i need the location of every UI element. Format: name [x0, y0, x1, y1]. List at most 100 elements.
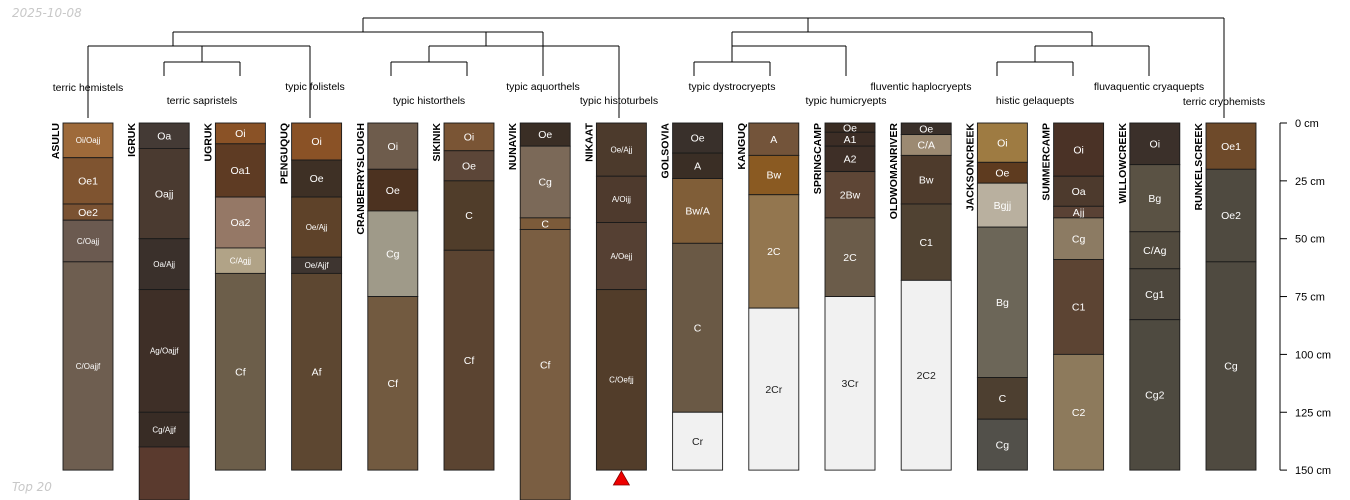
profile-golsovia: Oe A Bw/A C Cr GOLSOVIA	[660, 122, 724, 471]
dendrogram-leaf-label: fluvaquentic cryaquepts	[1094, 81, 1204, 93]
horizon-label: Oe/Ajjf	[305, 261, 330, 270]
horizon-label: C/Ag	[1143, 245, 1167, 257]
profile-name: KANGUQ	[736, 123, 748, 170]
horizon-label: A/Oejj	[611, 252, 633, 261]
horizon-label: Cr	[692, 436, 704, 448]
horizon-label: C	[465, 210, 473, 222]
horizon-label: A/Oijj	[612, 195, 631, 204]
axis-tick-label: 25 cm	[1295, 176, 1325, 188]
horizon-label: Oa	[157, 130, 171, 142]
profile-name: GOLSOVIA	[660, 123, 672, 179]
horizon-igruk-1	[138, 122, 190, 149]
horizon-golsovia-4	[672, 242, 724, 413]
horizon-sikinik-2	[443, 150, 495, 182]
horizon-label: Bw	[767, 170, 782, 182]
horizon-igruk-4	[138, 289, 190, 413]
profile-name: PENGUQUQ	[279, 123, 291, 184]
horizon-label: Cf	[540, 359, 551, 371]
horizon-label: Bg	[1148, 193, 1161, 205]
horizon-label: Oe	[310, 173, 324, 185]
horizon-jacksoncreek-1	[976, 122, 1028, 163]
profile-name: UGRUK	[202, 123, 214, 162]
profile-sikinik: Oi Oe C Cf SIKINIK	[431, 122, 495, 471]
horizon-label: Oe	[462, 160, 476, 172]
horizon-kanguq-4	[748, 307, 800, 471]
horizon-label: Cf	[235, 366, 246, 378]
horizon-label: C	[999, 393, 1007, 405]
horizon-jacksoncreek-5	[976, 377, 1028, 420]
horizon-label: C2	[1072, 407, 1086, 419]
horizon-label: C1	[1072, 302, 1086, 314]
horizon-label: Oa	[1072, 186, 1086, 198]
horizon-oldwomanriver-3	[900, 154, 952, 205]
axis-tick-label: 150 cm	[1295, 465, 1331, 477]
horizon-label: Oi	[235, 128, 246, 140]
profile-igruk: Oa Oajj Oa/Ajj Ag/Oajjf Cg/Ajjf IGRUK	[126, 122, 190, 500]
horizon-label: Oa2	[230, 217, 250, 229]
dendrogram-leaf-label: histic gelaquepts	[996, 95, 1074, 107]
horizon-kanguq-3	[748, 194, 800, 309]
horizon-igruk-5	[138, 411, 190, 448]
horizon-label: Cg	[996, 439, 1010, 451]
depth-axis: 0 cm 25 cm 50 cm 75 cm 100 cm 125 cm 150 cm	[1279, 118, 1331, 477]
profile-cranberryslough: Oi Oe Cg Cf CRANBERRYSLOUGH	[355, 122, 419, 471]
horizon-label: A	[694, 160, 701, 172]
horizon-label: Cg	[538, 177, 552, 189]
profile-name: NUNAVIK	[507, 123, 519, 170]
horizon-label: Oe	[538, 129, 552, 141]
horizon-cranberryslough-4	[367, 296, 419, 471]
dendrogram-leaf-label: typic historthels	[393, 95, 465, 107]
horizon-label: Oa1	[230, 165, 250, 177]
horizon-asulu-4	[62, 219, 114, 263]
horizon-label: Oe1	[78, 176, 98, 188]
horizon-label: Oe	[691, 133, 705, 145]
horizon-springcamp-4	[824, 171, 876, 219]
profile-runkelscreek: Oe1 Oe2 Cg RUNKELSCREEK	[1193, 122, 1257, 471]
horizon-runkelscreek-2	[1205, 168, 1257, 263]
horizon-label: Cg2	[1145, 390, 1164, 402]
horizon-label: Ag/Oajjf	[150, 347, 179, 356]
horizon-label: 2Cr	[765, 384, 782, 396]
profile-name: CRANBERRYSLOUGH	[355, 123, 367, 235]
axis-tick-label: 125 cm	[1295, 407, 1331, 419]
profile-ugruk: Oi Oa1 Oa2 C/Agjj Cf UGRUK	[202, 122, 266, 471]
horizon-label: 2C	[843, 252, 857, 264]
horizon-nikaat-4	[595, 289, 647, 471]
horizon-sikinik-4	[443, 249, 495, 471]
horizon-label: Oa/Ajj	[153, 260, 175, 269]
profile-name: SIKINIK	[431, 123, 443, 162]
horizon-label: Cg1	[1145, 289, 1164, 301]
horizon-runkelscreek-3	[1205, 261, 1257, 471]
profile-nikaat: Oe/Ajj A/Oijj A/Oejj C/Oefjj NIKAAT	[583, 122, 647, 471]
profile-name: SPRINGCAMP	[812, 123, 824, 194]
dendrogram-leaf-label: typic aquorthels	[506, 81, 580, 93]
horizon-runkelscreek-1	[1205, 122, 1257, 170]
profile-kanguq: A Bw 2C 2Cr KANGUQ	[736, 122, 800, 471]
horizon-label: 2C2	[917, 370, 936, 382]
dendrogram-leaf-label: typic humicryepts	[805, 95, 886, 107]
horizon-springcamp-5	[824, 217, 876, 297]
horizon-label: Oi	[464, 132, 475, 144]
horizon-label: C/Oajj	[77, 237, 99, 246]
profile-jacksoncreek: Oi Oe Bgjj Bg C Cg JACKSONCREEK	[964, 122, 1028, 471]
horizon-summercamp-1	[1053, 122, 1105, 177]
horizon-oldwomanriver-5	[900, 279, 952, 471]
horizon-ugruk-4	[214, 247, 266, 274]
horizon-golsovia-3	[672, 178, 724, 244]
horizon-label: Oi	[388, 141, 399, 153]
horizon-willowcreek-5	[1129, 319, 1181, 471]
horizon-label: Oe/Ajj	[611, 145, 633, 154]
horizon-nunavik-2	[519, 145, 571, 219]
horizon-summercamp-2	[1053, 175, 1105, 207]
horizon-sikinik-3	[443, 180, 495, 251]
horizon-label: Oe2	[78, 207, 98, 219]
profile-nunavik: Oe Cg C Cf NUNAVIK	[507, 122, 571, 500]
horizon-label: Oajj	[155, 188, 174, 200]
horizon-asulu-5	[62, 261, 114, 471]
horizon-springcamp-6	[824, 296, 876, 471]
axis-tick-label: 0 cm	[1295, 118, 1319, 130]
horizon-jacksoncreek-6	[976, 418, 1028, 471]
dendrogram-leaf-label: fluventic haplocryepts	[871, 81, 972, 93]
horizon-nikaat-2	[595, 175, 647, 223]
